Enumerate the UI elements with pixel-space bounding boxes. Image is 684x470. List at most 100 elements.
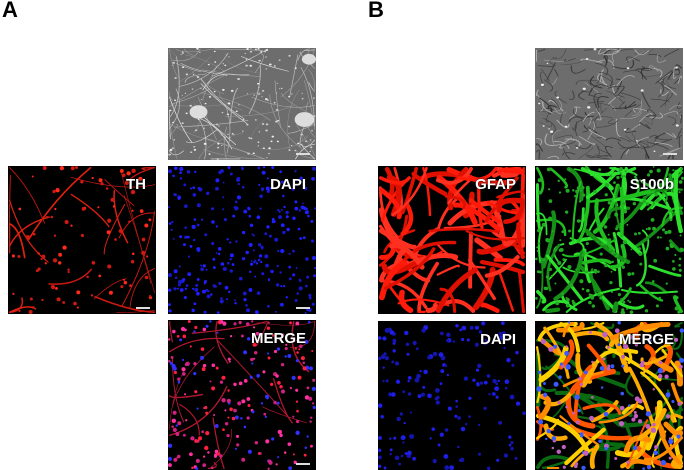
- fiber: [224, 58, 259, 74]
- fiber: [8, 223, 26, 259]
- fiber: [639, 284, 664, 302]
- fiber: [197, 96, 217, 141]
- fiber: [538, 393, 552, 420]
- fiber: [574, 119, 583, 137]
- fiber: [624, 104, 642, 117]
- fiber: [468, 231, 473, 289]
- fiber: [587, 100, 605, 104]
- fiber: [654, 131, 668, 139]
- fiber: [535, 218, 567, 237]
- fiber: [535, 89, 539, 96]
- fiber: [607, 119, 618, 125]
- fiber: [656, 54, 667, 63]
- fiber: [308, 82, 316, 92]
- fiber: [168, 91, 173, 101]
- fiber: [168, 110, 171, 140]
- fiber: [578, 146, 594, 159]
- fiber: [625, 458, 652, 470]
- fiber: [543, 326, 570, 379]
- fiber: [564, 152, 576, 160]
- fiber: [211, 48, 268, 77]
- fiber: [578, 136, 595, 145]
- fiber: [552, 48, 567, 60]
- fiber: [664, 131, 677, 138]
- fiber: [648, 67, 663, 78]
- fiber: [535, 183, 542, 232]
- fiber: [428, 227, 500, 233]
- fiber: [176, 63, 202, 72]
- fiber: [617, 334, 633, 365]
- fiber: [633, 208, 679, 249]
- fiber: [200, 92, 271, 121]
- fiber: [617, 85, 625, 95]
- fiber: [584, 82, 599, 95]
- fiber: [600, 422, 610, 470]
- fiber: [544, 79, 554, 92]
- fiber: [118, 212, 156, 239]
- fiber: [612, 301, 619, 314]
- fiber: [670, 413, 684, 423]
- fiber: [609, 321, 671, 341]
- fiber: [168, 393, 204, 399]
- micrograph-texture: [378, 166, 526, 314]
- micrograph-texture: [168, 166, 316, 314]
- fiber: [680, 114, 683, 124]
- fiber: [543, 59, 569, 62]
- fiber: [605, 137, 622, 142]
- fiber: [545, 254, 584, 301]
- fiber: [618, 136, 631, 142]
- fiber: [620, 92, 642, 101]
- panel-b-phase-contrast-image: [535, 48, 683, 160]
- fiber: [535, 455, 572, 470]
- panel-b-merge-image: MERGE: [535, 321, 684, 470]
- fiber: [168, 150, 184, 156]
- fiber: [304, 80, 316, 130]
- fiber: [626, 56, 640, 63]
- fiber: [269, 94, 304, 151]
- fiber: [120, 169, 152, 284]
- fiber: [280, 48, 316, 98]
- fiber: [425, 302, 438, 314]
- fiber: [631, 129, 636, 138]
- fiber: [168, 73, 228, 108]
- fiber: [627, 366, 655, 427]
- fiber: [281, 93, 308, 113]
- fiber: [650, 98, 670, 102]
- fiber: [582, 403, 622, 415]
- fiber: [677, 101, 683, 110]
- fiber: [538, 121, 552, 127]
- fiber: [503, 201, 526, 224]
- fiber: [224, 103, 231, 154]
- fiber: [168, 96, 193, 143]
- fiber: [654, 141, 673, 148]
- fiber: [586, 343, 608, 372]
- fiber: [536, 137, 543, 146]
- fiber: [538, 97, 553, 115]
- fiber: [572, 330, 610, 342]
- fiber: [569, 90, 575, 100]
- fiber: [596, 73, 608, 86]
- fiber: [615, 118, 621, 137]
- fiber: [384, 279, 409, 309]
- fiber: [123, 194, 156, 294]
- fiber: [595, 62, 609, 76]
- fiber: [447, 177, 473, 205]
- fiber: [233, 92, 263, 100]
- fiber: [678, 131, 683, 139]
- fiber: [561, 148, 565, 156]
- fiber: [673, 169, 684, 234]
- scale-bar: [663, 153, 677, 155]
- fiber: [593, 93, 602, 112]
- fiber: [673, 295, 684, 314]
- fiber: [655, 69, 673, 84]
- fiber: [422, 166, 432, 217]
- fiber: [568, 116, 585, 123]
- fiber: [632, 108, 648, 113]
- channel-label: MERGE: [618, 331, 674, 348]
- fiber: [180, 63, 250, 76]
- fiber: [670, 382, 684, 405]
- fiber: [612, 60, 635, 70]
- fiber: [200, 83, 249, 125]
- fiber: [624, 127, 637, 133]
- fiber: [230, 87, 239, 124]
